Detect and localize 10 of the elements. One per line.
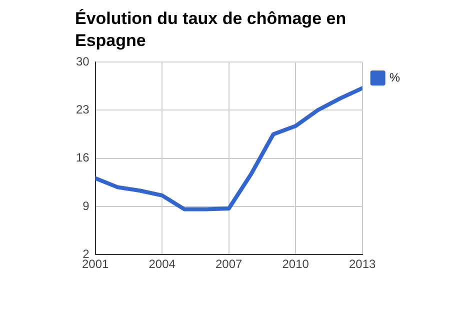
y-tick-label: 9 (82, 198, 90, 213)
y-tick-label: 23 (76, 102, 90, 116)
y-tick-label: 16 (76, 150, 90, 165)
x-tick-label: 2013 (348, 257, 376, 272)
x-tick-label: 2004 (148, 257, 176, 272)
legend-label: % (389, 70, 400, 84)
chart-title: Évolution du taux de chômage en Espagne (75, 8, 348, 52)
y-tick-label: 30 (76, 54, 90, 68)
x-tick-label: 2010 (282, 257, 310, 272)
x-tick-label: 2007 (215, 257, 243, 272)
